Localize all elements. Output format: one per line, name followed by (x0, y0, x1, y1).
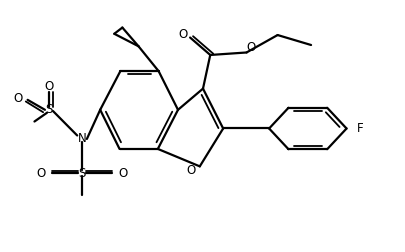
Text: F: F (356, 122, 362, 135)
Text: O: O (118, 167, 127, 180)
Text: O: O (245, 41, 255, 54)
Text: O: O (44, 80, 53, 93)
Text: S: S (78, 167, 85, 180)
Text: O: O (178, 28, 187, 41)
Text: N: N (77, 133, 86, 145)
Text: O: O (36, 167, 46, 180)
Text: S: S (45, 103, 53, 116)
Text: O: O (13, 91, 23, 105)
Text: O: O (186, 164, 195, 177)
